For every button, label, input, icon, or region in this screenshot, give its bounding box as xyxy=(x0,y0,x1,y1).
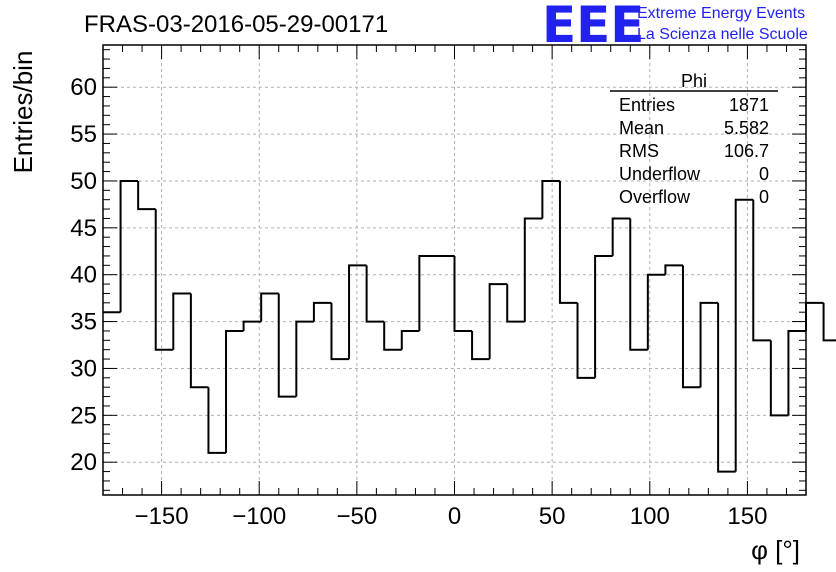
y-tick-label: 35 xyxy=(70,309,97,336)
grid-lines xyxy=(103,45,806,495)
logo-line-1: Extreme Energy Events xyxy=(637,5,805,22)
x-tick-label: 50 xyxy=(539,503,566,530)
stats-value-underflow: 0 xyxy=(759,164,769,184)
histogram-bin xyxy=(330,302,350,361)
x-tick-label: −100 xyxy=(232,503,286,530)
histogram-bin xyxy=(664,264,683,275)
logo-line-2: La Scienza nelle Scuole xyxy=(637,26,808,43)
stats-label-rms: RMS xyxy=(619,141,659,161)
y-tick-label: 40 xyxy=(70,262,97,289)
y-tick-label: 60 xyxy=(70,74,97,101)
histogram-bin xyxy=(488,283,508,360)
histogram-bin xyxy=(242,320,262,331)
histogram-bin xyxy=(699,301,719,388)
histogram-bin xyxy=(506,284,525,323)
x-tick-label: −150 xyxy=(135,503,189,530)
histogram-bin xyxy=(576,302,596,379)
stats-label-mean: Mean xyxy=(619,118,664,138)
histogram-bin xyxy=(523,217,543,322)
logo-text: EEE xyxy=(542,0,644,54)
histogram-bin xyxy=(453,255,473,332)
y-tick-label: 55 xyxy=(70,121,97,148)
x-axis-label: φ [°] xyxy=(751,535,800,565)
y-tick-label: 50 xyxy=(70,168,97,195)
x-tick-label: 100 xyxy=(630,503,670,530)
tick-labels: −150 −100 −50 0 50 100 150 20 25 30 35 40 45 50 55 60 xyxy=(70,74,767,530)
y-tick-label: 45 xyxy=(70,215,97,242)
histogram-bin xyxy=(541,179,560,219)
x-tick-label: 150 xyxy=(727,503,767,530)
histogram-bin xyxy=(383,321,402,351)
histogram-bin xyxy=(752,199,771,342)
histogram-bin xyxy=(260,292,279,322)
histogram-bin xyxy=(189,293,209,389)
histogram-bin xyxy=(769,340,789,417)
x-tick-label: −50 xyxy=(337,503,378,530)
histogram-bin xyxy=(717,302,736,473)
histogram-bin xyxy=(225,329,244,453)
histogram-bin xyxy=(119,179,139,313)
y-tick-label: 30 xyxy=(70,355,97,382)
chart-title: FRAS-03-2016-05-29-00171 xyxy=(84,11,388,38)
histogram-bin xyxy=(805,301,824,331)
y-tick-label: 20 xyxy=(70,449,97,476)
axis-ticks xyxy=(102,45,807,495)
histogram-bin xyxy=(734,198,754,472)
stats-label-underflow: Underflow xyxy=(619,164,701,184)
histogram-bin xyxy=(348,264,367,360)
stats-value-entries: 1871 xyxy=(729,95,769,115)
histogram-bin xyxy=(681,265,701,389)
histogram-bin xyxy=(558,180,578,304)
histogram-bin xyxy=(594,254,613,378)
histogram-bin xyxy=(400,329,420,350)
histogram-bin xyxy=(137,180,156,211)
histogram-bin xyxy=(365,265,385,323)
histogram-bin xyxy=(787,329,806,416)
x-tick-label: 0 xyxy=(448,503,461,530)
stats-label-entries: Entries xyxy=(619,95,675,115)
stats-value-rms: 106.7 xyxy=(724,141,769,161)
histogram-bin xyxy=(646,273,666,350)
histogram-bin xyxy=(418,254,437,331)
stats-value-overflow: 0 xyxy=(759,187,769,207)
stats-box: Phi Entries 1871 Mean 5.582 RMS 106.7 Un… xyxy=(610,71,778,207)
histogram-bin xyxy=(312,301,332,322)
y-axis-label: Entries/bin xyxy=(8,51,38,174)
histogram-bin xyxy=(629,218,648,351)
histogram-bin xyxy=(207,387,227,454)
histogram-bin xyxy=(172,292,191,350)
stats-value-mean: 5.582 xyxy=(724,118,769,138)
histogram-bin xyxy=(471,330,490,361)
stats-header: Phi xyxy=(681,71,707,91)
histogram-bin xyxy=(277,293,297,398)
histogram-bin xyxy=(822,302,836,342)
eee-logo: EEE Extreme Energy Events La Scienza nel… xyxy=(542,0,808,54)
histogram-bin xyxy=(154,209,174,351)
stats-label-overflow: Overflow xyxy=(619,187,691,207)
histogram-bin xyxy=(295,320,314,397)
y-tick-label: 25 xyxy=(70,402,97,429)
histogram-bin xyxy=(611,217,631,256)
